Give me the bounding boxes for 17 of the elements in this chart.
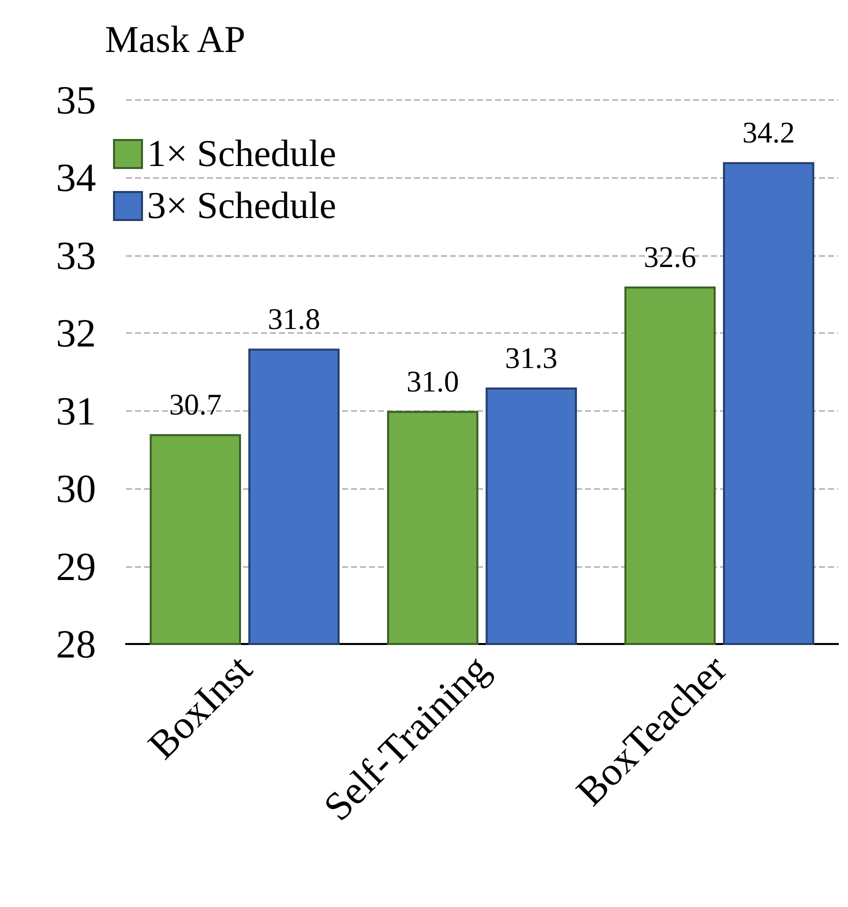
data-label: 31.3 (505, 342, 558, 376)
y-tick-label: 28 (56, 622, 96, 666)
data-label: 31.8 (268, 303, 320, 336)
legend-label: 1× Schedule (147, 133, 336, 175)
y-tick-label: 33 (56, 232, 96, 278)
y-tick-label: 35 (56, 78, 96, 122)
y-tick-label: 30 (56, 466, 96, 512)
data-label: 30.7 (169, 388, 222, 422)
data-label: 31.0 (406, 365, 459, 398)
y-tick-label: 29 (56, 544, 96, 589)
y-tick-label: 31 (56, 388, 96, 434)
y-tick-label: 34 (56, 155, 96, 200)
y-tick-label: 32 (56, 310, 96, 356)
legend-label: 3× Schedule (147, 185, 336, 227)
data-label: 32.6 (644, 241, 696, 274)
y-axis-title: Mask AP (105, 19, 246, 61)
data-label: 34.2 (742, 116, 795, 150)
